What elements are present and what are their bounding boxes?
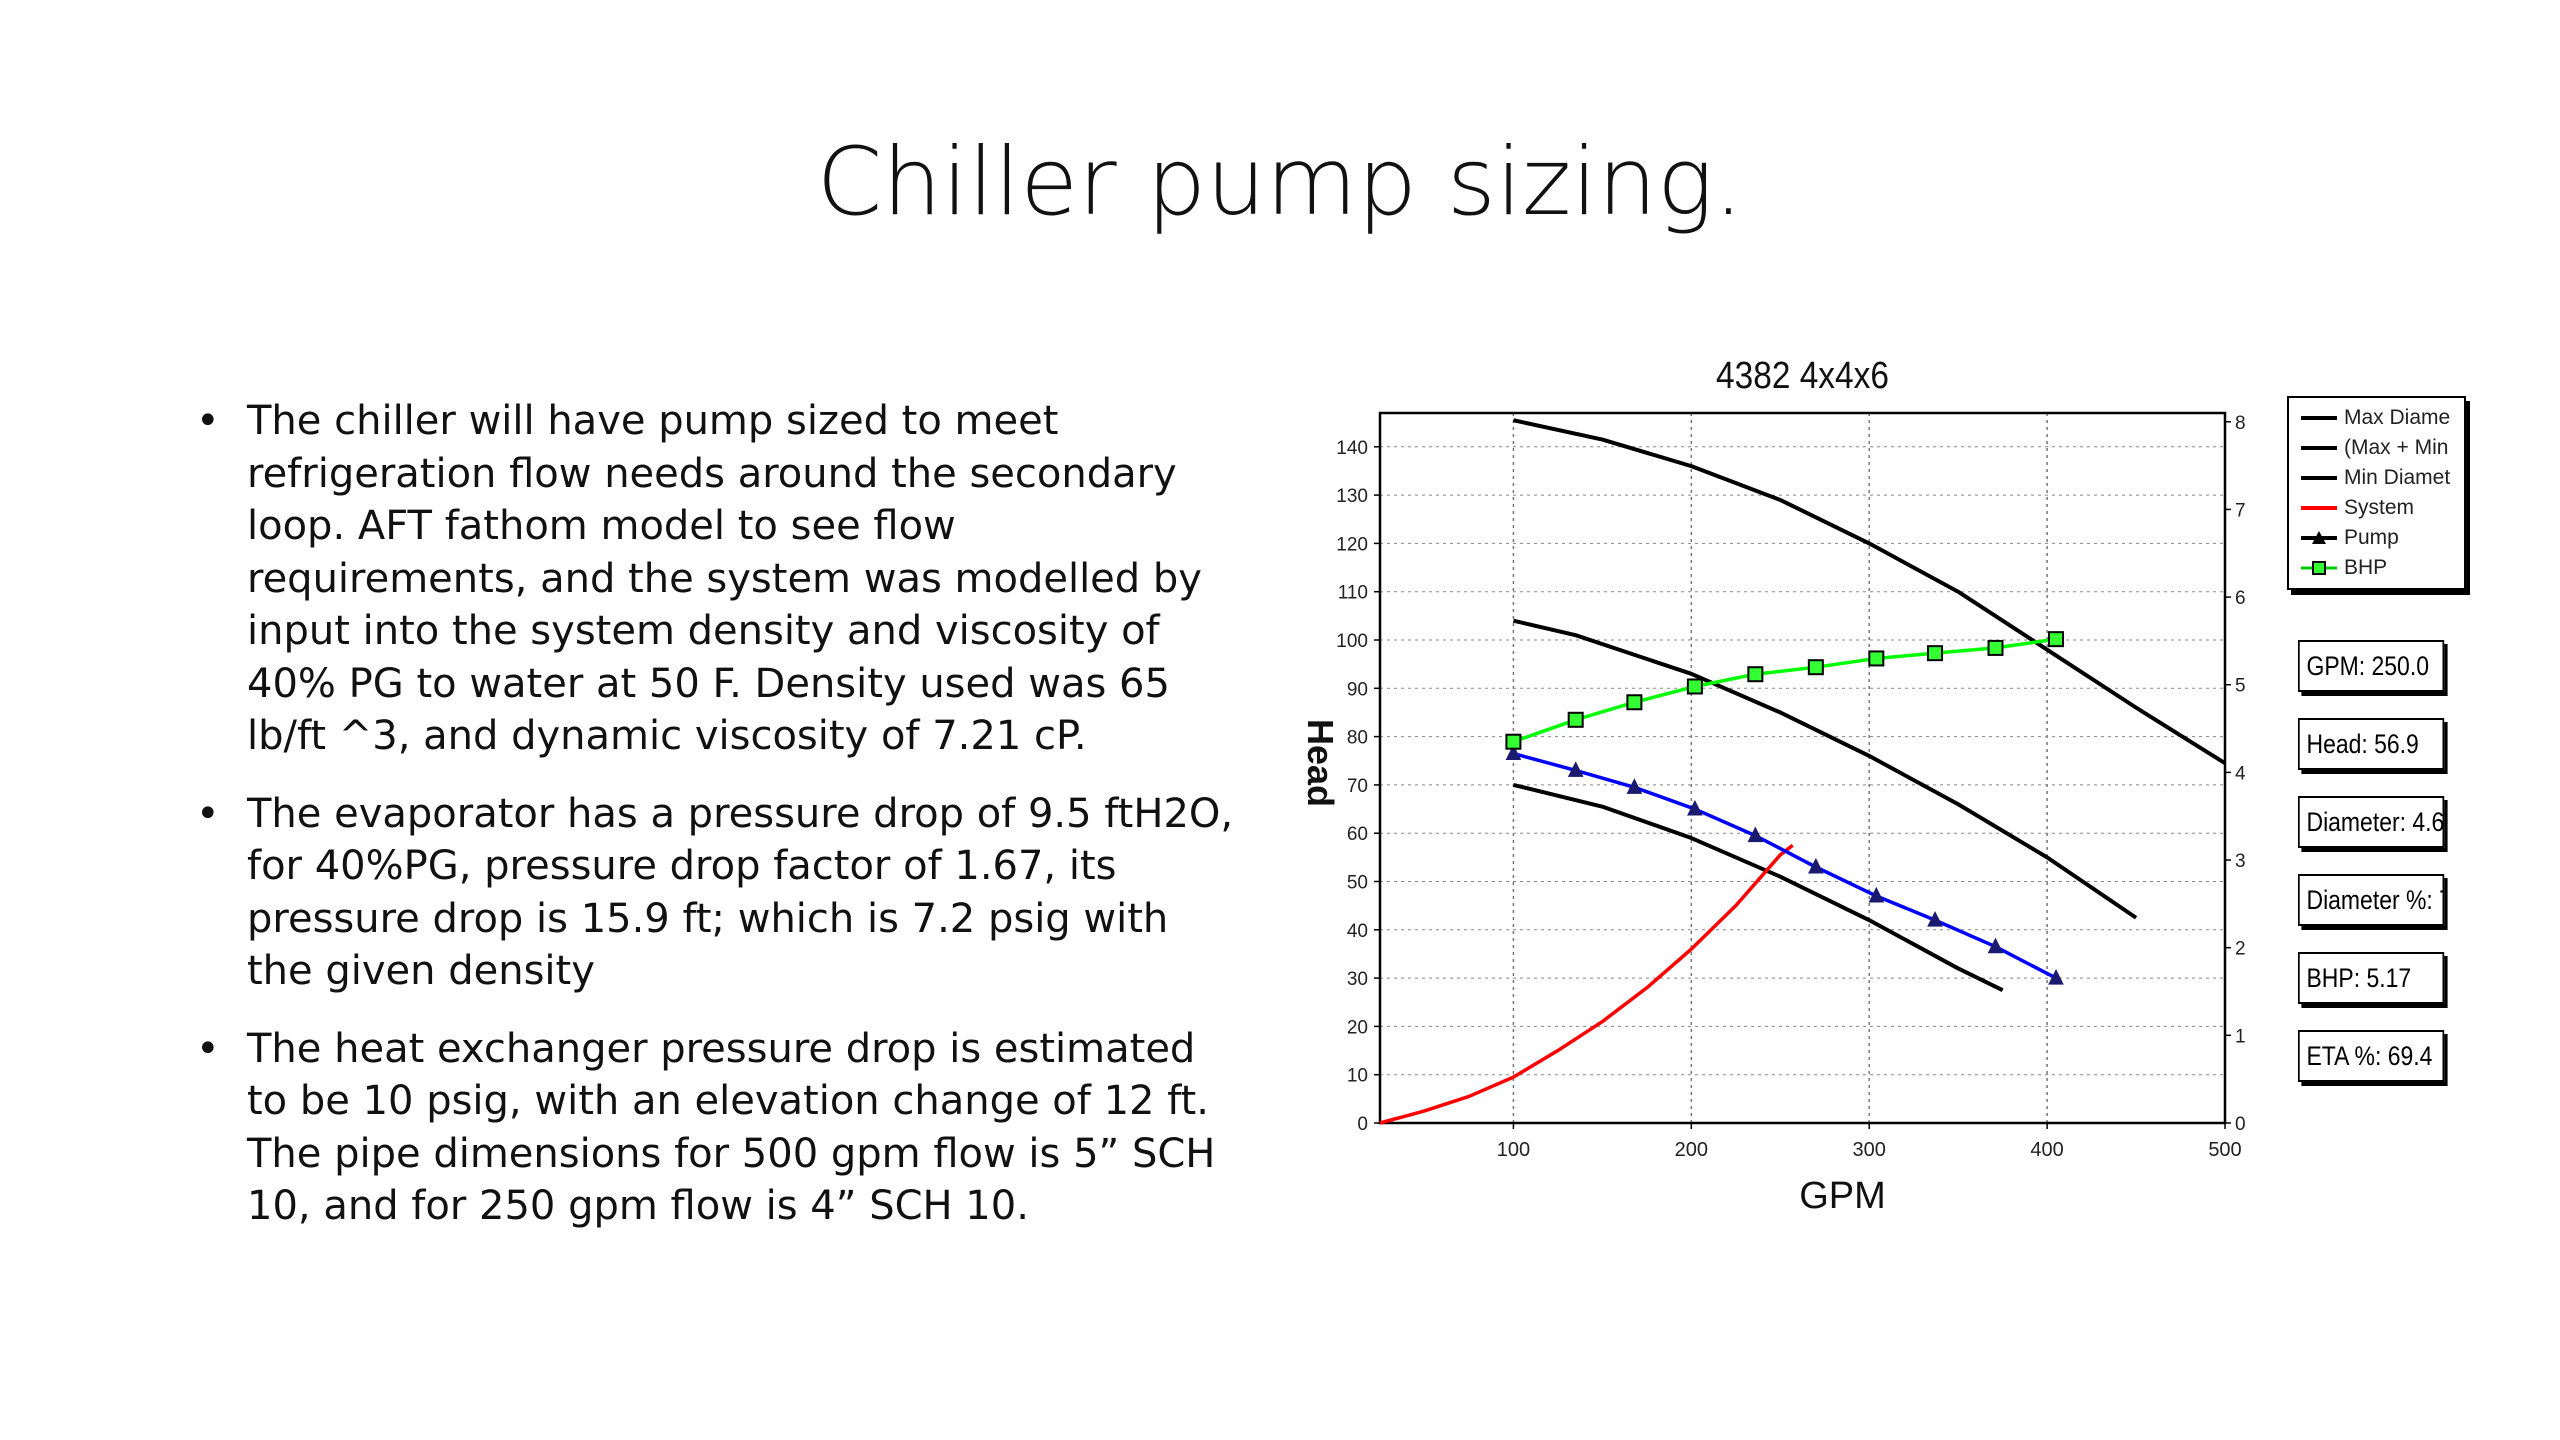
series-line--max-min (1512, 618, 2138, 920)
legend-label: (Max + Min (2344, 436, 2449, 459)
bhp-point (1927, 645, 1944, 662)
pump-point (1987, 937, 2004, 954)
bhp-point (1567, 711, 1584, 728)
bullet-glyph: • (196, 398, 220, 444)
bullet-list: • The chiller will have pump sized to me… (190, 395, 1240, 1258)
y2-tick-label: 7 (2235, 500, 2246, 521)
y-tick-label: 120 (1336, 534, 1368, 555)
y2-tick-label: 4 (2235, 763, 2246, 784)
bullet-glyph: • (196, 790, 220, 837)
y-tick-label: 60 (1347, 824, 1368, 845)
pump-point (1747, 826, 1764, 843)
series-line-min-diamet (1512, 782, 2004, 992)
diameter-readout: Diameter: 4.6 (2298, 796, 2445, 848)
legend-label: Pump (2344, 526, 2399, 549)
pump-point (1868, 886, 1885, 903)
legend-label: Max Diame (2344, 406, 2451, 429)
y2-tick-label: 0 (2235, 1114, 2246, 1135)
y2-tick-label: 3 (2235, 851, 2246, 872)
chart-legend: Max Diame (Max + Min Min Diamet System Pump B… (2287, 396, 2466, 590)
bullet-text: The heat exchanger pressure drop is esti… (247, 1025, 1216, 1230)
bhp-point (1686, 678, 1703, 695)
plot-frame (1378, 411, 2227, 1125)
bhp-point (1626, 694, 1643, 711)
legend-item: System (2289, 493, 2464, 523)
legend-swatch (2301, 561, 2337, 575)
x-axis-label: GPM (1799, 1175, 1886, 1217)
x-tick-label: 500 (2208, 1139, 2241, 1161)
y-axis-label: Head (1300, 719, 1341, 807)
diameter-percent-readout: Diameter %: 7 (2298, 874, 2445, 926)
y2-tick-label: 8 (2235, 413, 2246, 434)
legend-swatch (2301, 531, 2337, 544)
series-line-bhp (1512, 637, 2057, 744)
y2-tick-label: 1 (2235, 1026, 2246, 1047)
bullet-text: The evaporator has a pressure drop of 9.… (247, 790, 1234, 995)
y2-tick-label: 2 (2235, 939, 2246, 960)
legend-swatch (2301, 446, 2337, 450)
bullet-glyph: • (196, 1025, 220, 1072)
bullet-item: • The heat exchanger pressure drop is es… (190, 1023, 1240, 1233)
legend-item: Min Diamet (2289, 463, 2464, 493)
legend-item: Max Diame (2289, 403, 2464, 433)
x-tick-label: 200 (1675, 1139, 1708, 1161)
pump-point (1567, 761, 1584, 777)
pump-point (1687, 799, 1703, 816)
y-tick-label: 20 (1347, 1017, 1368, 1038)
y-tick-label: 130 (1336, 486, 1368, 507)
bhp-point (1505, 733, 1522, 750)
legend-swatch (2301, 476, 2337, 480)
bhp-point (1868, 650, 1885, 667)
y-tick-label: 40 (1347, 921, 1368, 942)
legend-item: Pump (2289, 523, 2464, 553)
legend-item: BHP (2289, 553, 2464, 583)
plot-area (1380, 413, 2225, 1123)
y-tick-label: 0 (1357, 1114, 1368, 1135)
y-tick-label: 50 (1347, 873, 1368, 894)
series-line-system (1379, 843, 1794, 1125)
pump-point (1505, 744, 1522, 761)
bullet-text: The chiller will have pump sized to meet… (247, 398, 1202, 759)
bullet-item: • The evaporator has a pressure drop of … (190, 788, 1240, 998)
legend-swatch (2301, 416, 2337, 420)
legend-label: BHP (2344, 556, 2388, 579)
x-tick-label: 400 (2030, 1139, 2063, 1161)
x-tick-label: 300 (1853, 1139, 1886, 1161)
bhp-point (1987, 639, 2004, 656)
y-tick-label: 70 (1347, 776, 1368, 797)
y-tick-label: 110 (1338, 583, 1368, 604)
y-tick-label: 10 (1347, 1066, 1368, 1087)
pump-curve-chart: 4382 4x4x6010203040506070809010011012013… (1300, 354, 2246, 1217)
pump-point (1626, 778, 1643, 794)
legend-swatch (2301, 506, 2337, 510)
bhp-point (1747, 666, 1764, 683)
legend-label: Min Diamet (2344, 466, 2451, 489)
bullet-item: • The chiller will have pump sized to me… (190, 395, 1240, 763)
series-line-max-diame (1512, 418, 2227, 765)
pump-point (2048, 968, 2064, 985)
y-tick-label: 30 (1347, 969, 1368, 990)
y2-tick-label: 6 (2235, 588, 2246, 609)
chart-title: 4382 4x4x6 (1716, 354, 1889, 396)
y-tick-label: 140 (1336, 438, 1368, 459)
legend-item: (Max + Min (2289, 433, 2464, 463)
bhp-point (1807, 659, 1824, 676)
bhp-point (2048, 631, 2064, 648)
legend-label: System (2344, 496, 2415, 519)
y-tick-label: 80 (1347, 728, 1368, 749)
bhp-readout: BHP: 5.17 (2298, 952, 2445, 1004)
slide-title: Chiller pump sizing. (816, 128, 1744, 237)
y-tick-label: 100 (1336, 631, 1368, 652)
gpm-readout: GPM: 250.0 (2298, 640, 2445, 692)
series-line-pump (1512, 751, 2057, 980)
pump-point (1927, 911, 1943, 927)
head-readout: Head: 56.9 (2298, 718, 2445, 770)
y-tick-label: 90 (1347, 679, 1368, 700)
pump-point (1808, 857, 1824, 874)
eta-readout: ETA %: 69.4 (2298, 1030, 2445, 1082)
x-tick-label: 100 (1497, 1139, 1530, 1161)
y2-tick-label: 5 (2235, 676, 2246, 697)
